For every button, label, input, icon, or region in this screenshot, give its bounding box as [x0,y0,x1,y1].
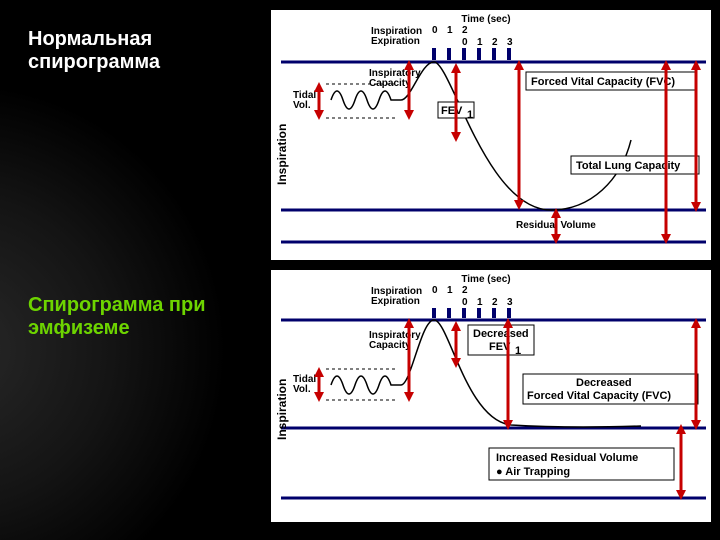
panel-emphysema: Inspiration Time (sec) Inspiration Expir… [270,270,711,522]
svg-text:● Air Trapping: ● Air Trapping [496,466,570,478]
svg-text:Decreased: Decreased [576,377,632,389]
title-normal: Нормальная спирограмма [28,28,208,74]
svg-text:1: 1 [477,37,483,48]
svg-text:1: 1 [447,25,453,36]
svg-text:Capacity: Capacity [369,340,411,351]
y-axis-label: Inspiration [275,124,289,185]
svg-text:Decreased: Decreased [473,328,529,340]
panel-normal: Inspiration Time (sec) Inspiration Expir… [270,10,711,260]
svg-text:1: 1 [515,345,521,357]
svg-text:0: 0 [462,297,468,308]
dec-fvc-text: Forced Vital Capacity (FVC) [527,390,671,402]
spirogram-emphysema: Time (sec) Inspiration Expiration 0 1 2 … [271,270,711,522]
title-emphysema: Спирограмма при эмфиземе [28,294,243,340]
svg-text:0: 0 [432,25,438,36]
svg-text:3: 3 [507,37,513,48]
svg-text:Expiration: Expiration [371,296,420,307]
svg-text:1: 1 [467,109,473,121]
svg-text:Time (sec): Time (sec) [461,274,510,285]
svg-text:0: 0 [462,37,468,48]
svg-text:Increased Residual Volume: Increased Residual Volume [496,452,638,464]
slide: Нормальная спирограмма Спирограмма при э… [0,0,720,540]
svg-text:Vol.: Vol. [293,384,311,395]
svg-text:2: 2 [462,25,468,36]
svg-text:1: 1 [447,285,453,296]
svg-text:1: 1 [477,297,483,308]
svg-text:Forced Vital Capacity (FVC): Forced Vital Capacity (FVC) [531,76,675,88]
svg-text:Capacity: Capacity [369,78,411,89]
svg-text:0: 0 [432,285,438,296]
spirogram-normal: Time (sec) Inspiration Expiration 0 1 2 … [271,10,711,260]
svg-text:2: 2 [492,37,498,48]
svg-text:2: 2 [462,285,468,296]
svg-text:2: 2 [492,297,498,308]
svg-text:3: 3 [507,297,513,308]
time-title: Time (sec) [461,14,510,25]
y-axis-label-2: Inspiration [275,379,289,440]
exp-label: Expiration [371,36,420,47]
svg-text:FEV: FEV [441,105,463,117]
svg-text:Vol.: Vol. [293,100,311,111]
